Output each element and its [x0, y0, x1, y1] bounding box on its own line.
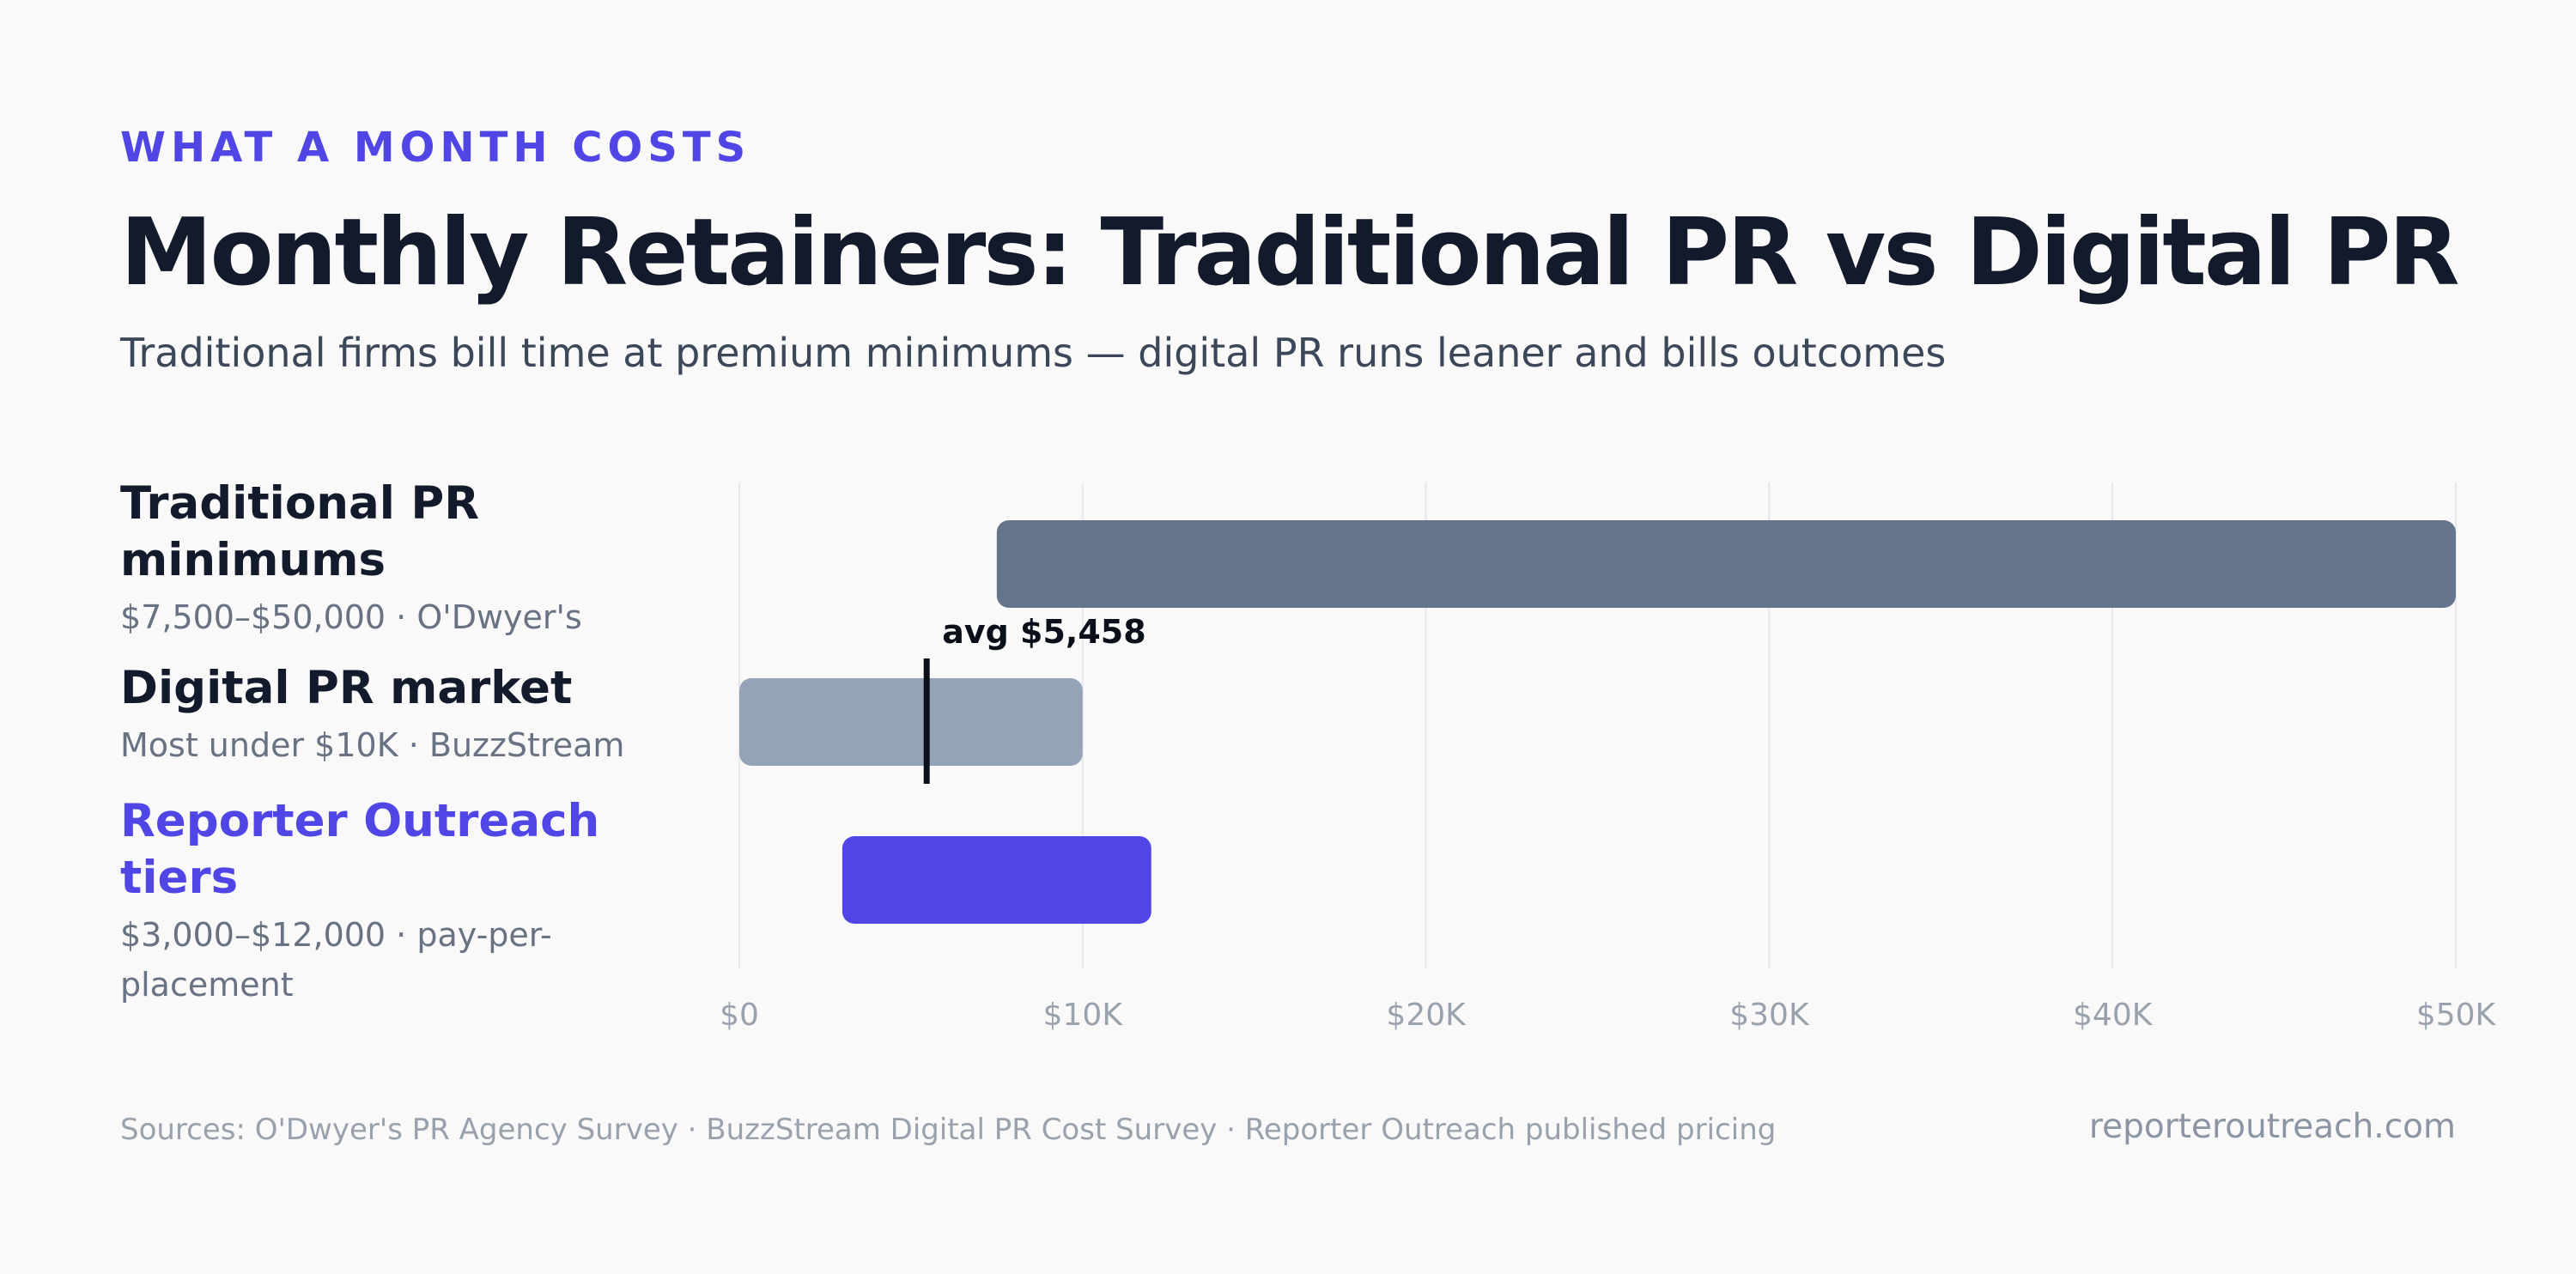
row-name: Traditional PR minimums: [120, 477, 480, 586]
row-name: Digital PR market: [120, 662, 573, 714]
row-detail: $7,500–$50,000 · O'Dwyer's: [120, 598, 582, 636]
row-label-traditional: Traditional PR minimums $7,500–$50,000 ·…: [120, 476, 704, 642]
range-chart: $0 $10K $20K $30K $40K $50K avg $5,458: [720, 482, 2497, 1033]
range-bar: [841, 836, 1151, 924]
chart-eyebrow: WHAT A MONTH COSTS: [120, 124, 751, 172]
row-name: Reporter Outreach tiers: [120, 795, 600, 904]
chart-subtitle: Traditional firms bill time at premium m…: [120, 330, 1947, 376]
row-label-reporter-outreach: Reporter Outreach tiers $3,000–$12,000 ·…: [120, 793, 627, 1010]
x-tick-label: $30K: [1729, 998, 1810, 1033]
row-label-digital: Digital PR market Most under $10K · Buzz…: [120, 660, 704, 770]
chart-title: Monthly Retainers: Traditional PR vs Dig…: [120, 199, 2460, 306]
row-detail: Most under $10K · BuzzStream: [120, 726, 625, 764]
x-tick-label: $40K: [2073, 998, 2154, 1033]
footer-site: reporteroutreach.com: [2088, 1107, 2456, 1146]
footer-sources: Sources: O'Dwyer's PR Agency Survey · Bu…: [120, 1113, 1777, 1147]
range-bar: [739, 678, 1083, 766]
x-tick-label: $10K: [1043, 998, 1124, 1033]
x-tick-label: $50K: [2416, 998, 2497, 1033]
row-detail: $3,000–$12,000 · pay-per-placement: [120, 916, 552, 1004]
x-tick-label: $20K: [1386, 998, 1467, 1033]
range-bar: [996, 520, 2456, 608]
x-tick-label: $0: [720, 998, 759, 1033]
avg-marker-label: avg $5,458: [942, 613, 1145, 651]
